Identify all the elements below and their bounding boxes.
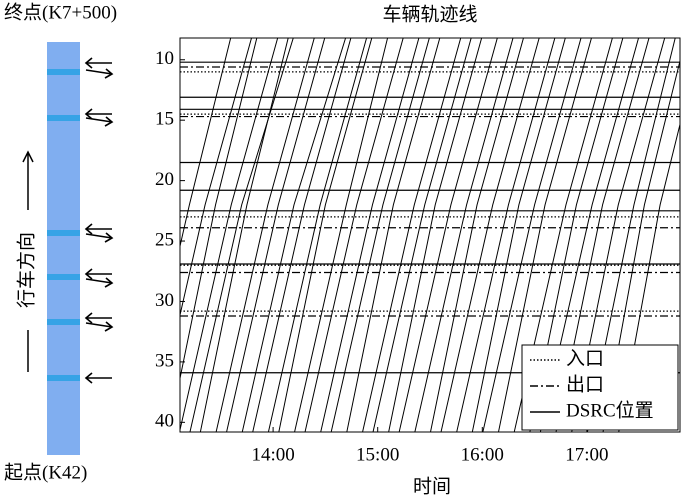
x-axis-label: 时间 [413, 475, 451, 497]
trajectory [226, 38, 326, 432]
plot-area [180, 38, 680, 432]
trajectory [414, 38, 514, 432]
direction-arrow [22, 150, 34, 372]
trajectory [346, 38, 441, 432]
x-tick-label: 16:00 [461, 444, 504, 465]
chart-title: 车辆轨迹线 [382, 3, 477, 25]
trajectory [497, 38, 592, 432]
y-tick-label: 20 [155, 169, 174, 190]
trajectory [294, 38, 389, 432]
x-tick-label: 15:00 [356, 444, 399, 465]
trajectory [362, 38, 462, 432]
trajectory [471, 38, 566, 432]
y-tick-label: 30 [155, 290, 174, 311]
y-tick-label: 15 [155, 109, 174, 130]
trajectory [267, 38, 368, 432]
legend-label: 入口 [566, 348, 604, 369]
road [47, 42, 80, 455]
trajectory [372, 38, 472, 432]
x-tick-label: 17:00 [565, 444, 608, 465]
legend-label: DSRC位置 [566, 399, 654, 421]
trajectory [180, 38, 258, 381]
trajectory [440, 38, 540, 432]
trajectory [241, 38, 347, 432]
end-label: 终点(K7+500) [4, 1, 117, 23]
x-tick-label: 14:00 [251, 444, 294, 465]
y-tick-label: 35 [155, 350, 174, 371]
direction-label: 行车方向 [15, 232, 37, 308]
legend-label: 出口 [566, 373, 604, 395]
plot-frame [179, 37, 681, 433]
ramp-arrows [84, 57, 114, 384]
trajectory [199, 38, 289, 432]
trajectory [330, 38, 430, 432]
y-tick-label: 40 [155, 411, 174, 432]
trajectory [180, 38, 253, 318]
trajectory [482, 38, 582, 432]
trajectory [252, 38, 352, 432]
trajectory [189, 38, 294, 432]
trajectory [320, 38, 420, 432]
trajectory [215, 38, 315, 432]
trajectory [398, 38, 498, 432]
trajectory [180, 38, 232, 249]
trajectory [180, 38, 279, 432]
trajectory [388, 38, 483, 432]
trajectory [429, 38, 524, 432]
y-tick-label: 25 [155, 229, 174, 250]
trajectory [456, 38, 556, 432]
y-tick-label: 10 [155, 48, 174, 69]
trajectory [278, 38, 373, 432]
legend-box [521, 344, 679, 431]
start-label: 起点(K42) [4, 461, 87, 483]
stations [47, 69, 80, 381]
trajectory [304, 38, 404, 432]
